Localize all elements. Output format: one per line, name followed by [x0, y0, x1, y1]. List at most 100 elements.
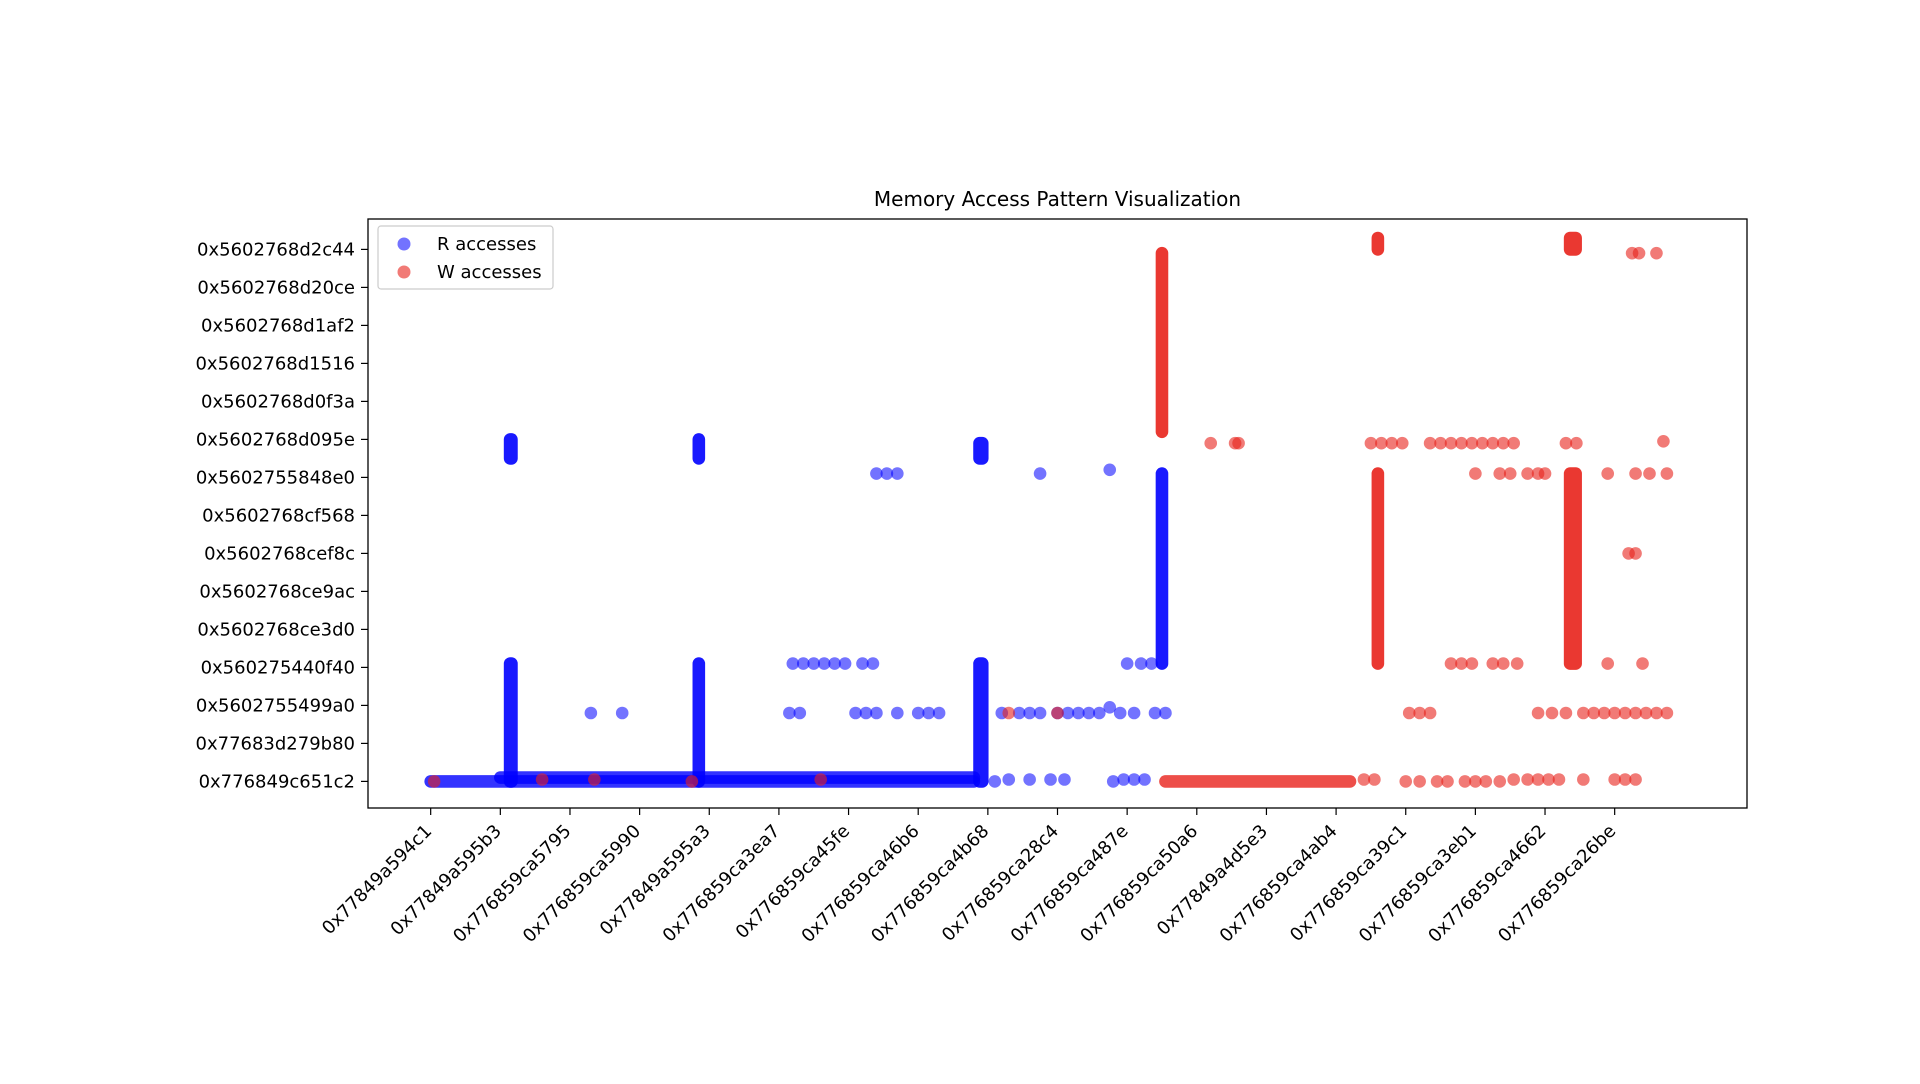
legend-label-w: W accesses [437, 262, 542, 283]
access-point-1-50 [1413, 706, 1426, 720]
x-tick-label-3: 0x776859ca5990 [519, 821, 645, 947]
access-point-0-9 [866, 657, 880, 670]
access-point-1-39 [1632, 246, 1646, 260]
access-point-1-37 [1629, 547, 1642, 560]
access-point-1-43 [1465, 657, 1479, 670]
access-point-1-48 [1636, 657, 1649, 670]
access-point-0-13 [859, 706, 873, 720]
access-column-0-2 [692, 657, 706, 788]
access-point-1-27 [1493, 467, 1507, 480]
access-point-1-62 [1650, 706, 1663, 720]
access-point-1-25 [1657, 435, 1670, 448]
axes: 0x776849c651c2 0x77683d279b80 0x5602755499… [195, 239, 1620, 947]
access-point-1-42 [1455, 657, 1468, 670]
access-point-0-20 [880, 467, 894, 480]
access-point-0-8 [856, 657, 869, 670]
access-point-0-16 [911, 706, 925, 720]
access-point-0-39 [1002, 773, 1016, 786]
access-point-1-32 [1601, 467, 1615, 480]
access-point-0-34 [1113, 706, 1127, 720]
series-0 [424, 433, 1172, 788]
access-column-1-3 [1563, 467, 1582, 670]
access-point-0-33 [1103, 701, 1117, 714]
access-point-1-2 [588, 773, 601, 786]
data-marks [424, 231, 1674, 788]
access-point-0-43 [1106, 775, 1120, 788]
access-point-1-53 [1545, 706, 1559, 720]
access-point-0-5 [817, 657, 831, 670]
access-point-1-34 [1643, 467, 1656, 480]
access-point-1-69 [1441, 775, 1454, 788]
y-tick-label-9: 0x5602768d095e [196, 429, 355, 450]
y-tick-label-5: 0x5602768ce9ac [199, 581, 355, 602]
access-point-1-33 [1629, 467, 1642, 480]
access-point-0-36 [1148, 706, 1162, 720]
access-point-0-22 [1033, 467, 1047, 480]
access-column-1-1 [1371, 467, 1385, 670]
access-point-1-66 [1399, 775, 1413, 788]
access-point-1-65 [1368, 773, 1381, 786]
access-point-1-63 [1660, 706, 1674, 720]
access-point-0-21 [891, 467, 904, 480]
access-point-0-49 [1145, 657, 1158, 670]
y-tick-label-12: 0x5602768d1af2 [201, 315, 355, 336]
access-point-0-14 [870, 706, 883, 720]
access-point-0-11 [793, 706, 807, 720]
access-point-1-40 [1650, 246, 1663, 260]
access-point-1-51 [1423, 706, 1437, 720]
access-point-1-41 [1444, 657, 1458, 670]
access-point-0-18 [932, 706, 946, 720]
access-point-1-28 [1503, 467, 1517, 480]
access-point-1-56 [1587, 706, 1601, 720]
y-tick-label-3: 0x560275440f40 [201, 657, 355, 678]
access-point-1-78 [1552, 773, 1566, 786]
access-point-1-64 [1357, 773, 1371, 786]
x-tick-label-9: 0x776859ca28c4 [938, 821, 1063, 946]
access-point-1-9 [1232, 436, 1245, 450]
access-point-0-31 [1082, 706, 1096, 720]
access-point-0-45 [1127, 773, 1141, 786]
access-column-1-4 [1563, 231, 1582, 256]
x-tick-label-5: 0x776859ca3ea7 [659, 821, 785, 947]
access-point-0-1 [615, 706, 629, 720]
access-point-1-17 [1455, 436, 1468, 450]
access-point-1-58 [1608, 706, 1621, 720]
x-tick-label-16: 0x776859ca4662 [1424, 821, 1550, 947]
x-tick-label-7: 0x776859ca46b6 [798, 821, 924, 947]
access-point-0-7 [838, 657, 852, 670]
access-point-0-38 [988, 775, 1002, 788]
access-point-1-12 [1385, 436, 1399, 450]
y-tick-label-2: 0x5602755499a0 [196, 695, 355, 716]
access-point-1-19 [1476, 436, 1489, 450]
plot-frame [367, 218, 1748, 809]
legend-label-r: R accesses [437, 234, 536, 255]
access-point-0-19 [870, 467, 883, 480]
access-point-1-29 [1521, 467, 1534, 480]
access-point-1-13 [1395, 436, 1409, 450]
access-point-0-40 [1023, 773, 1036, 786]
access-point-1-18 [1465, 436, 1479, 450]
access-point-1-45 [1496, 657, 1510, 670]
x-tick-label-11: 0x776859ca50a6 [1076, 821, 1202, 947]
access-point-1-72 [1479, 775, 1493, 788]
access-point-1-57 [1597, 706, 1611, 720]
x-tick-label-17: 0x776859ca26be [1494, 821, 1620, 947]
access-point-1-21 [1496, 436, 1510, 450]
x-tick-label-10: 0x776859ca487e [1007, 821, 1133, 947]
access-point-0-23 [1103, 463, 1117, 477]
access-point-0-12 [849, 706, 862, 720]
access-point-1-54 [1559, 706, 1573, 720]
y-tick-label-0: 0x776849c651c2 [199, 771, 355, 792]
chart-title: Memory Access Pattern Visualization [874, 187, 1241, 211]
access-point-1-16 [1444, 436, 1458, 450]
access-point-0-29 [1061, 706, 1075, 720]
access-point-1-60 [1629, 706, 1642, 720]
access-point-1-52 [1531, 706, 1545, 720]
access-point-0-25 [1012, 706, 1026, 720]
access-point-1-75 [1521, 773, 1534, 786]
access-point-0-15 [891, 706, 904, 720]
access-point-0-41 [1044, 773, 1057, 786]
access-point-0-27 [1033, 706, 1047, 720]
x-tick-label-13: 0x776859ca4ab4 [1216, 821, 1342, 947]
